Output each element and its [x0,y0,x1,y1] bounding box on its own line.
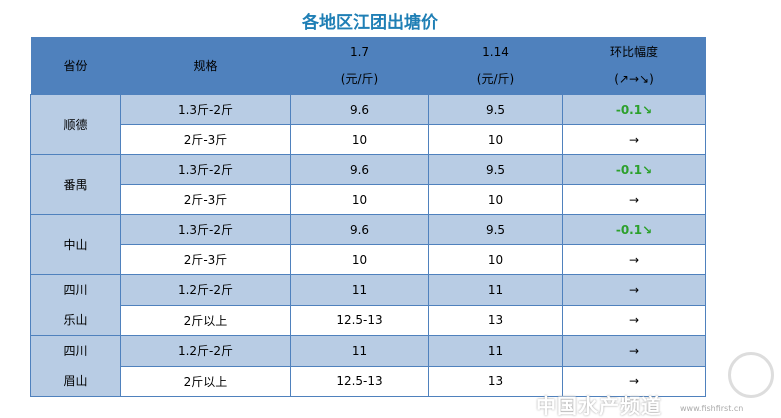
spec-cell: 1.2斤-2斤 [120,274,291,306]
header-change-legend: (↗→↘) [614,71,654,86]
change-cell: -0.1↘ [562,94,706,125]
change-value: → [628,282,640,297]
header-province: 省份 [30,37,121,95]
price1-cell: 10 [290,244,429,275]
table-row: 四川 眉山 1.2斤-2斤 11 11 → [30,335,706,397]
change-value: -0.1↘ [615,222,653,237]
header-date2-label: 1.14 [482,44,509,59]
watermark-url: www.fishfirst.cn [680,404,744,413]
change-cell: → [562,304,706,336]
change-value: → [628,252,640,267]
change-value: -0.1↘ [615,102,653,117]
price1-cell: 11 [290,335,429,367]
header-spec: 规格 [120,37,291,95]
table-row: 四川 乐山 1.2斤-2斤 11 11 → [30,274,706,336]
province-name: 四川 [63,283,88,297]
change-cell: → [562,274,706,306]
change-value: -0.1↘ [615,162,653,177]
change-cell: -0.1↘ [562,214,706,245]
price2-cell: 10 [428,244,563,275]
change-cell: → [562,335,706,367]
change-value: → [628,132,640,147]
spec-cell: 2斤-3斤 [120,184,291,215]
spec-cell: 2斤以上 [120,365,291,397]
price1-cell: 10 [290,124,429,155]
header-date1-unit: (元/斤) [340,71,379,86]
page-title: 各地区江团出塘价 [302,13,438,33]
change-cell: → [562,124,706,155]
province-name: 顺德 [63,117,88,132]
change-value: → [628,192,640,207]
header-date2: 1.14 (元/斤) [428,37,563,95]
change-cell: → [562,244,706,275]
header-date1: 1.7 (元/斤) [290,37,429,95]
spec-cell: 1.3斤-2斤 [120,94,291,125]
province-name: 四川 [63,344,88,358]
province-cell: 番禺 [30,154,121,215]
change-value: → [628,313,640,328]
header-row: 省份 规格 1.7 (元/斤) 1.14 (元/斤) 环比幅度 (↗→↘) [30,37,706,95]
table-row: 2斤以上 12.5-13 13 → [31,365,706,397]
header-change: 环比幅度 (↗→↘) [562,37,706,95]
price1-cell: 9.6 [290,214,429,245]
province-name: 眉山 [63,374,88,388]
spec-cell: 2斤以上 [120,304,291,336]
table-row: 番禺 1.3斤-2斤 9.6 9.5 -0.1↘ [30,154,706,215]
price2-cell: 9.5 [428,154,563,185]
header-date2-unit: (元/斤) [476,71,515,86]
header-change-label: 环比幅度 [609,44,658,59]
price2-cell: 9.5 [428,214,563,245]
change-cell: → [562,365,706,397]
province-name: 番禺 [63,177,88,192]
spec-cell: 1.3斤-2斤 [120,154,291,185]
table-row: 中山 1.3斤-2斤 9.6 9.5 -0.1↘ [30,214,706,275]
change-value: → [628,343,640,358]
province-cell: 顺德 [30,94,121,155]
province-cell: 四川 乐山 [30,274,121,336]
province-name: 乐山 [63,313,88,327]
table-row: 2斤-3斤 10 10 → [31,244,706,275]
province-cell: 四川 眉山 [30,335,121,397]
price2-cell: 11 [428,274,563,306]
price2-cell: 10 [428,184,563,215]
table-row: 2斤以上 12.5-13 13 → [31,304,706,336]
price2-cell: 13 [428,365,563,397]
price1-cell: 10 [290,184,429,215]
change-cell: -0.1↘ [562,154,706,185]
table-row: 2斤-3斤 10 10 → [31,124,706,155]
price2-cell: 11 [428,335,563,367]
change-value: → [628,374,640,389]
price2-cell: 10 [428,124,563,155]
change-cell: → [562,184,706,215]
spec-cell: 1.2斤-2斤 [120,335,291,367]
price2-cell: 9.5 [428,94,563,125]
province-name: 中山 [63,237,88,252]
header-date1-label: 1.7 [349,44,370,59]
price1-cell: 12.5-13 [290,365,429,397]
price-table: 省份 规格 1.7 (元/斤) 1.14 (元/斤) 环比幅度 (↗→↘) 顺德 1.3… [30,37,706,397]
price1-cell: 11 [290,274,429,306]
table-row: 顺德 1.3斤-2斤 9.6 9.5 -0.1↘ [30,94,706,155]
spec-cell: 1.3斤-2斤 [120,214,291,245]
price2-cell: 13 [428,304,563,336]
spec-cell: 2斤-3斤 [120,244,291,275]
price1-cell: 9.6 [290,154,429,185]
watermark: 中国水产频道 [536,394,662,418]
table-row: 2斤-3斤 10 10 → [31,184,706,215]
globe-logo-icon [728,352,774,398]
price1-cell: 12.5-13 [290,304,429,336]
price1-cell: 9.6 [290,94,429,125]
province-cell: 中山 [30,214,121,275]
spec-cell: 2斤-3斤 [120,124,291,155]
